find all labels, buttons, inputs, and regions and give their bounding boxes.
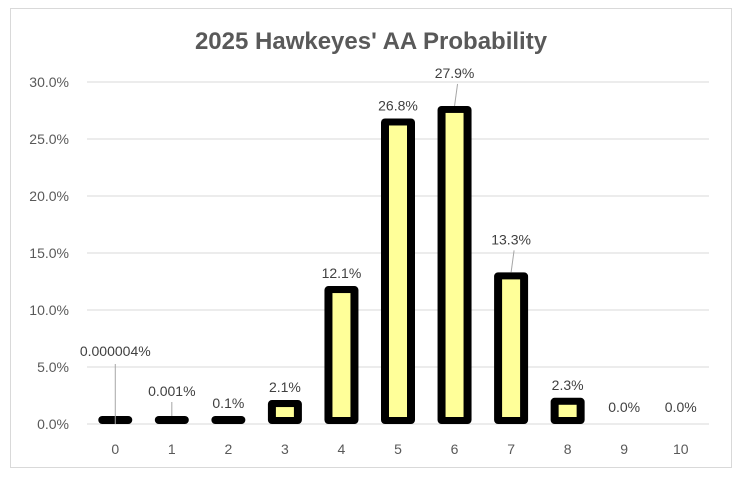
bar-6 (445, 112, 464, 417)
y-axis-tick-labels: 0.0% 5.0% 10.0% 15.0% 20.0% 25.0% 30.0% (29, 74, 69, 432)
x-tick-label: 5 (394, 441, 402, 457)
y-tick-label: 20.0% (29, 188, 69, 204)
y-tick-label: 5.0% (37, 359, 69, 375)
chart-title: 2025 Hawkeyes' AA Probability (195, 28, 548, 55)
data-label: 0.1% (212, 395, 244, 411)
x-tick-label: 0 (111, 441, 119, 457)
x-tick-label: 1 (168, 441, 176, 457)
data-label-leader-6 (454, 83, 459, 107)
x-tick-label: 8 (564, 441, 572, 457)
data-label: 0.0% (665, 399, 697, 415)
data-label: 2.3% (552, 377, 584, 393)
bar-4 (332, 293, 351, 417)
bar-8 (558, 404, 577, 417)
data-labels: 0.000004% 0.001% 0.1% 2.1% 12.1% 26.8% 27.9% 13… (80, 65, 697, 424)
y-tick-label: 15.0% (29, 245, 69, 261)
x-axis-tick-labels: 0 1 2 3 4 5 6 7 8 9 10 (111, 441, 688, 457)
data-label: 13.3% (491, 231, 531, 247)
bar-1-outline (154, 416, 189, 424)
bar-5 (389, 125, 407, 417)
data-label: 2.1% (269, 379, 301, 395)
data-label: 0.001% (148, 383, 195, 399)
bars (98, 105, 585, 424)
bar-7 (502, 279, 521, 417)
x-tick-label: 2 (224, 441, 232, 457)
x-tick-label: 7 (507, 441, 515, 457)
chart-frame: 2025 Hawkeyes' AA Probability 0.0% 5.0% 10… (10, 8, 732, 468)
bar-3 (275, 407, 294, 417)
data-label: 12.1% (322, 265, 362, 281)
y-tick-label: 10.0% (29, 302, 69, 318)
bar-2-outline (211, 416, 246, 424)
y-tick-label: 0.0% (37, 416, 69, 432)
x-tick-label: 10 (673, 441, 689, 457)
data-label: 0.0% (608, 399, 640, 415)
y-tick-label: 30.0% (29, 74, 69, 90)
data-label: 26.8% (378, 97, 418, 113)
x-tick-label: 9 (620, 441, 628, 457)
data-label: 0.000004% (80, 343, 151, 359)
x-tick-label: 4 (338, 441, 346, 457)
data-label-leader-7 (510, 250, 515, 273)
x-tick-label: 3 (281, 441, 289, 457)
y-tick-label: 25.0% (29, 131, 69, 147)
data-label: 27.9% (435, 65, 475, 81)
x-tick-label: 6 (451, 441, 459, 457)
bar-chart: 2025 Hawkeyes' AA Probability 0.0%5.0%10… (29, 28, 709, 457)
